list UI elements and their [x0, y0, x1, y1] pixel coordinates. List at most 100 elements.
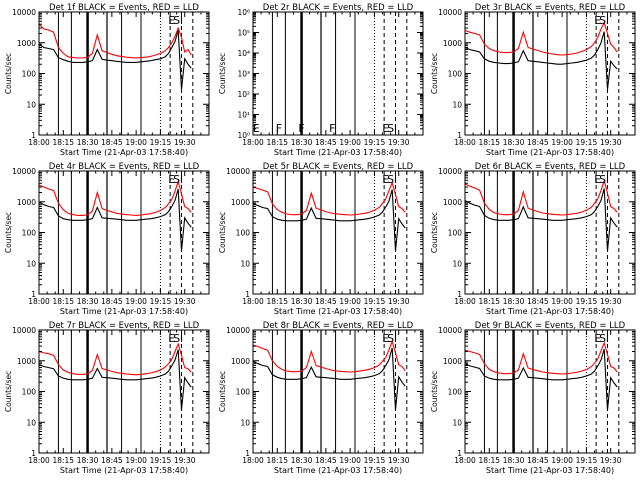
- x-tick-label: 18:00: [28, 297, 50, 306]
- x-tick-label: 18:45: [527, 297, 549, 306]
- x-tick-label: 18:15: [52, 297, 74, 306]
- series-black-line: [252, 189, 406, 252]
- x-tick-label: 18:45: [527, 456, 549, 465]
- series-red-line: [252, 180, 406, 216]
- y-tick-label: 10000: [12, 326, 36, 335]
- panel-title: Det 8r BLACK = Events, RED = LLD: [263, 321, 414, 331]
- phase-marker-label: S: [387, 122, 394, 135]
- y-tick-label: 1: [457, 131, 462, 140]
- x-tick-label: 19:15: [150, 456, 172, 465]
- x-tick-label: 19:30: [388, 297, 410, 306]
- x-tick-label: 19:00: [551, 456, 573, 465]
- panel-title: Det 3r BLACK = Events, RED = LLD: [475, 3, 626, 13]
- x-tick-label: 18:30: [503, 456, 525, 465]
- y-axis-label: Counts/sec: [4, 371, 13, 412]
- y-tick-label: 10: [26, 418, 36, 427]
- y-tick-label: 1: [245, 449, 250, 458]
- y-axis-label: Counts/sec: [4, 212, 13, 253]
- y-tick-label: 10³: [237, 70, 250, 79]
- x-tick-label: 18:15: [52, 138, 74, 147]
- x-tick-label: 18:00: [28, 138, 50, 147]
- y-tick-label: 1000: [443, 39, 462, 48]
- panel-title: Det 7r BLACK = Events, RED = LLD: [49, 321, 200, 331]
- y-tick-label: 10: [452, 418, 462, 427]
- y-tick-label: 10: [26, 100, 36, 109]
- series-black-line: [464, 31, 618, 90]
- x-tick-label: 19:15: [150, 138, 172, 147]
- x-tick-label: 18:30: [291, 138, 313, 147]
- panel-title: Det 2r BLACK = Events, RED = LLD: [263, 3, 414, 13]
- x-tick-label: 18:00: [454, 297, 476, 306]
- x-tick-label: 19:00: [125, 138, 147, 147]
- x-tick-label: 18:30: [77, 456, 99, 465]
- y-axis-label: Counts/sec: [430, 53, 439, 94]
- phase-marker-label: I: [606, 332, 609, 345]
- x-axis-label: Start Time (21-Apr-03 17:58:40): [486, 307, 614, 316]
- phase-marker-label: S: [599, 14, 606, 27]
- x-tick-label: 19:00: [339, 138, 361, 147]
- phase-marker-label: I: [394, 173, 397, 186]
- panel-title: Det 1f BLACK = Events, RED = LLD: [49, 3, 199, 13]
- x-axis-label: Start Time (21-Apr-03 17:58:40): [274, 148, 402, 157]
- phase-marker-label: I: [606, 14, 609, 27]
- series-red-line: [38, 23, 192, 59]
- y-tick-label: 10000: [12, 167, 36, 176]
- y-axis-label: Counts/sec: [430, 371, 439, 412]
- y-tick-label: 10⁶: [237, 8, 250, 17]
- y-tick-label: 10: [240, 418, 250, 427]
- phase-marker-label: E: [253, 122, 260, 135]
- y-tick-label: 10000: [226, 167, 250, 176]
- phase-marker-label: F: [276, 122, 282, 135]
- y-tick-label: 10000: [12, 8, 36, 17]
- series-red-line: [38, 179, 192, 216]
- y-tick-label: 1000: [231, 198, 250, 207]
- panel-title: Det 9r BLACK = Events, RED = LLD: [475, 321, 626, 331]
- y-tick-label: 10000: [226, 326, 250, 335]
- x-tick-label: 19:15: [576, 297, 598, 306]
- x-tick-label: 18:00: [454, 138, 476, 147]
- y-tick-label: 10⁴: [237, 49, 250, 58]
- x-tick-label: 18:45: [101, 456, 123, 465]
- phase-marker-label: E: [168, 332, 175, 345]
- x-tick-label: 19:30: [174, 456, 196, 465]
- y-tick-label: 1: [31, 449, 36, 458]
- y-tick-label: 1: [457, 290, 462, 299]
- x-tick-label: 19:30: [600, 297, 622, 306]
- y-axis-label: Counts/sec: [218, 371, 227, 412]
- x-tick-label: 18:45: [315, 297, 337, 306]
- phase-marker-label: S: [173, 173, 180, 186]
- x-axis-label: Start Time (21-Apr-03 17:58:40): [60, 307, 188, 316]
- x-tick-label: 18:30: [291, 297, 313, 306]
- x-tick-label: 19:30: [388, 456, 410, 465]
- phase-marker-label: S: [173, 14, 180, 27]
- y-tick-label: 100: [448, 388, 463, 397]
- x-axis-label: Start Time (21-Apr-03 17:58:40): [486, 148, 614, 157]
- y-tick-label: 10⁵: [237, 29, 250, 38]
- x-tick-label: 18:15: [266, 297, 288, 306]
- y-axis-label: Counts/sec: [430, 212, 439, 253]
- y-tick-label: 1: [457, 449, 462, 458]
- x-tick-label: 18:00: [28, 456, 50, 465]
- series-black-line: [38, 188, 192, 252]
- y-tick-label: 100: [448, 229, 463, 238]
- x-tick-label: 18:30: [503, 297, 525, 306]
- phase-marker-label: I: [394, 332, 397, 345]
- y-tick-label: 10000: [438, 167, 462, 176]
- x-tick-label: 18:45: [101, 138, 123, 147]
- phase-marker-label: I: [180, 14, 183, 27]
- y-tick-label: 100: [236, 388, 251, 397]
- series-black-line: [38, 30, 192, 90]
- y-tick-label: 1: [245, 290, 250, 299]
- phase-marker-label: I: [180, 173, 183, 186]
- x-tick-label: 19:30: [600, 456, 622, 465]
- x-tick-label: 18:45: [315, 456, 337, 465]
- phase-marker-label: E: [594, 173, 601, 186]
- y-axis-label: Counts/sec: [218, 53, 227, 94]
- series-black-line: [464, 188, 618, 252]
